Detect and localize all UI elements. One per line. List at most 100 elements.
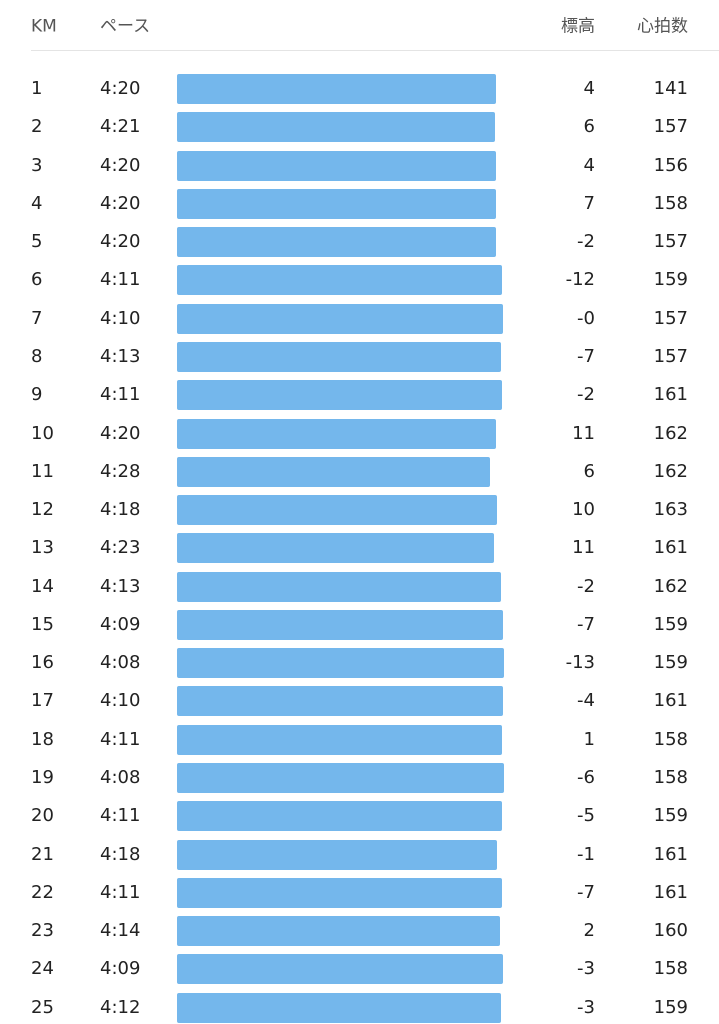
pace-bar <box>177 495 497 526</box>
pace: 4:08 <box>100 767 141 789</box>
elevation: -12 <box>565 269 595 291</box>
pace: 4:09 <box>100 958 141 980</box>
heart-rate: 141 <box>653 78 688 99</box>
km: 19 <box>31 767 54 789</box>
heart-rate: 157 <box>653 307 688 329</box>
pace: 4:10 <box>100 690 141 712</box>
km: 11 <box>31 460 54 482</box>
elevation: -2 <box>577 231 595 253</box>
elevation: -13 <box>565 652 595 674</box>
heart-rate: 158 <box>653 958 688 980</box>
pace: 4:18 <box>100 843 141 865</box>
heart-rate: 159 <box>653 652 688 674</box>
pace-bar <box>177 648 504 679</box>
elevation: -6 <box>577 767 595 789</box>
heart-rate: 156 <box>653 154 688 176</box>
pace: 4:28 <box>100 460 141 482</box>
pace: 4:11 <box>100 805 141 827</box>
pace-bar <box>177 686 503 717</box>
pace: 4:13 <box>100 575 141 597</box>
elevation: 6 <box>583 460 595 482</box>
elevation: -1 <box>577 843 595 865</box>
pace-bar <box>177 992 502 1023</box>
km: 17 <box>31 690 54 712</box>
pace: 4:10 <box>100 307 141 329</box>
pace: 4:21 <box>100 116 141 138</box>
pace-bar <box>177 839 497 870</box>
heart-rate: 161 <box>653 690 688 712</box>
km: 18 <box>31 728 54 750</box>
pace: 4:08 <box>100 652 141 674</box>
pace: 4:09 <box>100 613 141 635</box>
elevation: 4 <box>583 154 595 176</box>
km: 2 <box>31 116 43 138</box>
pace-bar <box>177 380 502 411</box>
pace-bar <box>177 150 496 181</box>
km: 4 <box>31 192 43 214</box>
heart-rate: 162 <box>653 460 688 482</box>
km: 15 <box>31 613 54 635</box>
elevation: 6 <box>583 116 595 138</box>
header-elevation: 標高 <box>561 16 595 37</box>
pace: 4:11 <box>100 269 141 291</box>
pace-bar <box>177 954 504 985</box>
elevation: 2 <box>583 920 595 942</box>
elevation: -3 <box>577 958 595 980</box>
elevation: 11 <box>572 422 595 444</box>
pace: 4:20 <box>100 231 141 253</box>
km: 3 <box>31 154 43 176</box>
pace: 4:11 <box>100 728 141 750</box>
header-pace: ペース <box>100 16 151 37</box>
heart-rate: 158 <box>653 767 688 789</box>
elevation: -7 <box>577 881 595 903</box>
elevation: 1 <box>583 728 595 750</box>
pace: 4:14 <box>100 920 141 942</box>
pace-bar <box>177 801 502 832</box>
elevation: -7 <box>577 345 595 367</box>
km: 7 <box>31 307 43 329</box>
heart-rate: 159 <box>653 805 688 827</box>
pace-bar <box>177 916 500 947</box>
km: 22 <box>31 881 54 903</box>
pace: 4:23 <box>100 537 141 559</box>
heart-rate: 159 <box>653 269 688 291</box>
km: 20 <box>31 805 54 827</box>
pace: 4:20 <box>100 422 141 444</box>
heart-rate: 160 <box>653 920 688 942</box>
pace-bar <box>177 571 501 602</box>
heart-rate: 158 <box>653 192 688 214</box>
pace: 4:11 <box>100 881 141 903</box>
km: 9 <box>31 384 43 406</box>
pace-bar <box>177 533 494 564</box>
pace-bar <box>177 877 502 908</box>
km: 16 <box>31 652 54 674</box>
km: 6 <box>31 269 43 291</box>
elevation: 4 <box>583 78 595 99</box>
km: 14 <box>31 575 54 597</box>
pace-bar <box>177 112 495 143</box>
pace: 4:12 <box>100 996 141 1018</box>
pace-bar <box>177 418 496 449</box>
elevation: -7 <box>577 613 595 635</box>
elevation: -4 <box>577 690 595 712</box>
pace-bar <box>177 456 490 487</box>
km: 24 <box>31 958 54 980</box>
header-km: KM <box>31 16 57 37</box>
heart-rate: 161 <box>653 843 688 865</box>
heart-rate: 161 <box>653 384 688 406</box>
heart-rate: 161 <box>653 537 688 559</box>
header-heart-rate: 心拍数 <box>637 16 688 37</box>
km: 1 <box>31 78 43 99</box>
elevation: -2 <box>577 384 595 406</box>
pace-bar <box>177 265 502 296</box>
heart-rate: 159 <box>653 613 688 635</box>
heart-rate: 157 <box>653 345 688 367</box>
elevation: -5 <box>577 805 595 827</box>
elevation: -0 <box>577 307 595 329</box>
km: 12 <box>31 499 54 521</box>
km: 25 <box>31 996 54 1018</box>
pace-bar <box>177 188 496 219</box>
heart-rate: 163 <box>653 499 688 521</box>
pace-bar <box>177 227 496 258</box>
